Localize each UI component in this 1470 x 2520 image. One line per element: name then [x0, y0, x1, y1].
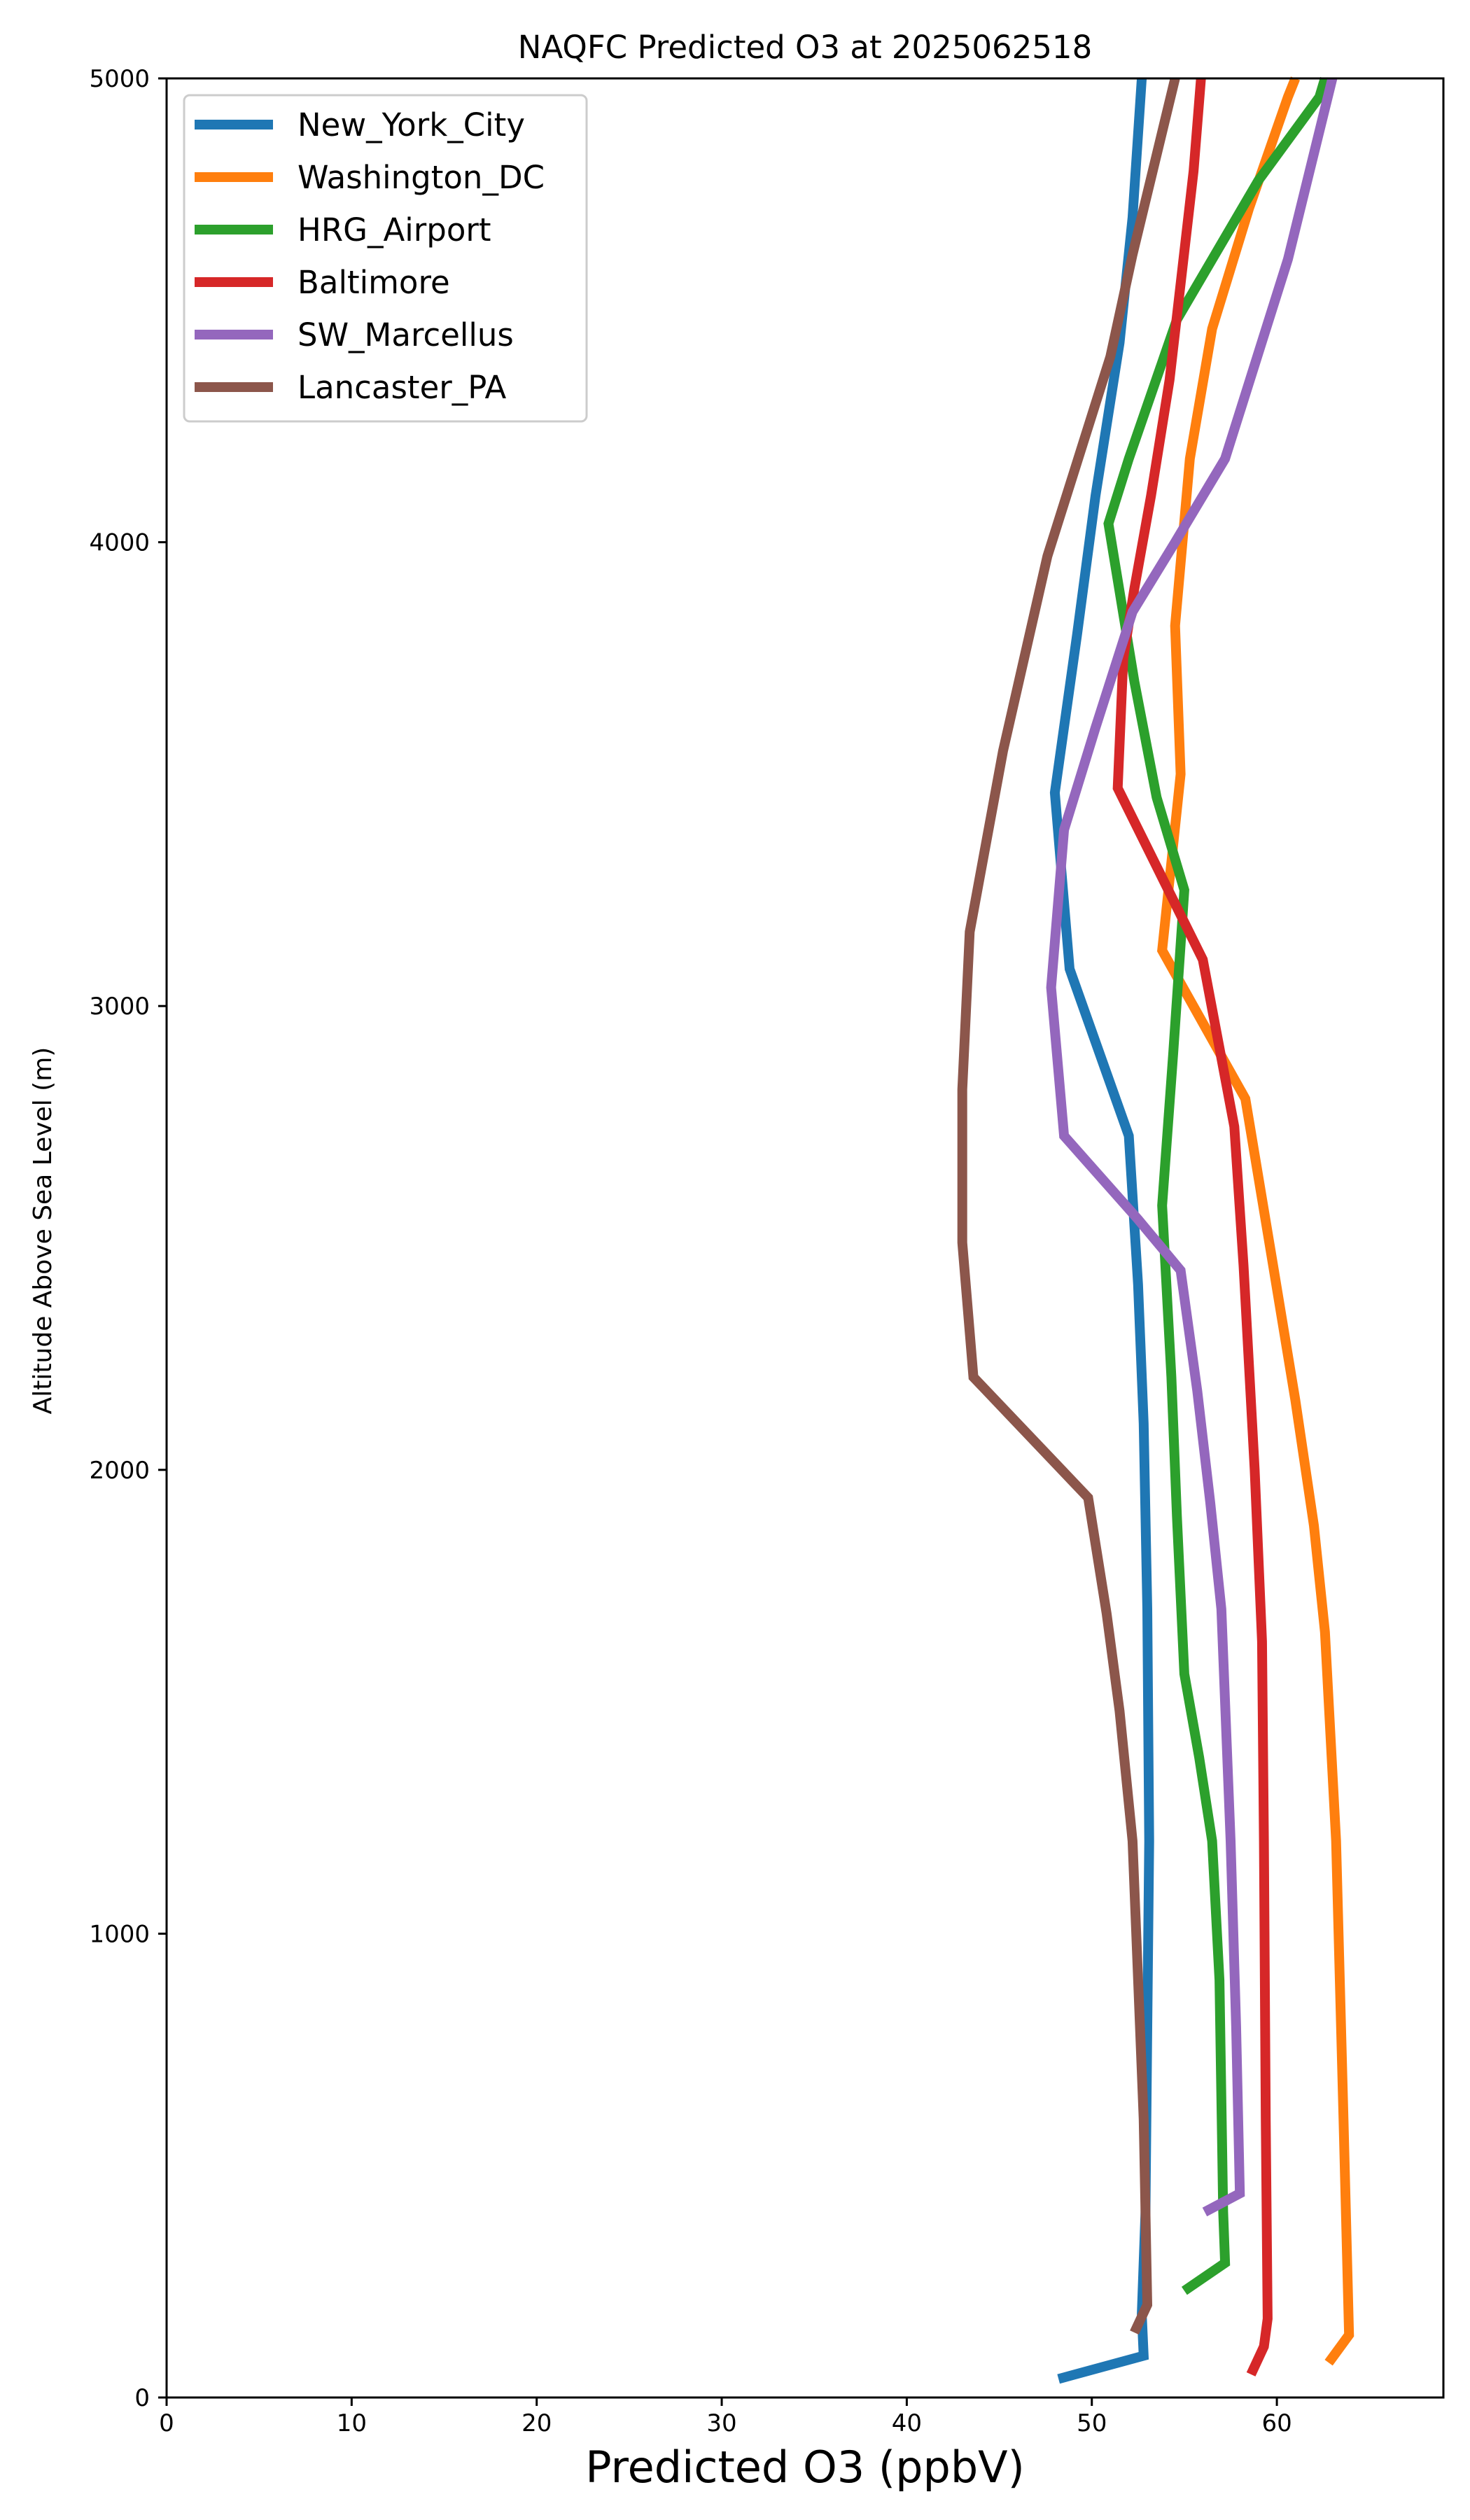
chart-title: NAQFC Predicted O3 at 2025062518	[518, 29, 1092, 66]
legend-item[interactable]: SW_Marcellus	[195, 316, 514, 354]
y-tick-label: 0	[134, 2384, 150, 2412]
legend-label: Washington_DC	[298, 159, 545, 196]
y-tick-label: 3000	[89, 993, 150, 1021]
y-tick-label: 2000	[89, 1457, 150, 1485]
y-tick-label: 4000	[89, 529, 150, 557]
x-tick-label: 30	[706, 2409, 736, 2437]
legend-item[interactable]: HRG_Airport	[195, 211, 491, 248]
series-line-5	[957, 77, 1180, 2335]
x-axis-title: Predicted O3 (ppbV)	[585, 2442, 1025, 2493]
x-tick-label: 20	[522, 2409, 552, 2437]
x-tick-label: 40	[892, 2409, 922, 2437]
legend-item[interactable]: New_York_City	[195, 106, 525, 144]
x-tick-label: 50	[1077, 2409, 1107, 2437]
y-tick-label: 5000	[89, 65, 150, 93]
x-axis-ticks: 0 10 20 30 40 50 60	[159, 2398, 1292, 2437]
legend-item[interactable]: Baltimore	[195, 264, 450, 301]
y-axis-ticks: 0 1000 2000 3000 4000 5000	[89, 65, 167, 2412]
series-lines	[957, 76, 1354, 2384]
legend[interactable]: New_York_City Washington_DC HRG_Airport Bal…	[183, 94, 588, 423]
y-axis-title: Altitude Above Sea Level (m)	[29, 1047, 57, 1415]
legend-label: Baltimore	[298, 264, 450, 301]
series-line-3	[1112, 78, 1273, 2376]
legend-item[interactable]: Lancaster_PA	[195, 369, 507, 406]
x-tick-label: 0	[159, 2409, 174, 2437]
y-tick-label: 1000	[89, 1920, 150, 1948]
plot-frame	[165, 77, 1445, 2399]
x-tick-label: 10	[337, 2409, 367, 2437]
series-line-4	[1046, 77, 1338, 2217]
legend-item[interactable]: Washington_DC	[195, 159, 545, 196]
legend-label: SW_Marcellus	[298, 316, 514, 354]
x-tick-label: 60	[1261, 2409, 1292, 2437]
series-line-0	[1049, 78, 1154, 2384]
legend-frame	[183, 94, 588, 423]
legend-label: Lancaster_PA	[298, 369, 507, 406]
legend-label: New_York_City	[298, 106, 525, 144]
legend-label: HRG_Airport	[298, 211, 491, 248]
series-line-1	[1157, 76, 1354, 2366]
